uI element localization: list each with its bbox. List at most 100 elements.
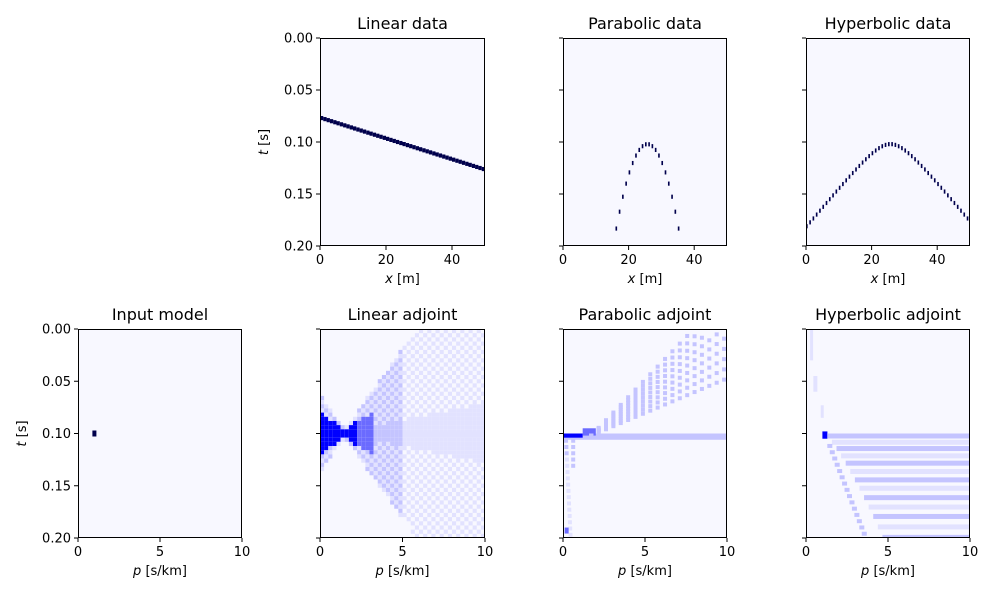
adjoint-cell: [435, 454, 440, 459]
adjoint-cell: [431, 483, 436, 488]
adjoint-cell: [386, 437, 391, 442]
adjoint-cell: [427, 420, 432, 426]
subplot-title: Linear adjoint: [348, 305, 458, 324]
adjoint-cell: [377, 387, 382, 392]
adjoint-cell: [677, 362, 682, 367]
data-sample: [661, 160, 664, 166]
x-axis-label: x [m]: [384, 272, 420, 287]
adjoint-cell: [398, 383, 403, 388]
adjoint-cell: [344, 429, 349, 434]
axes-frame: [320, 329, 485, 538]
adjoint-cell: [398, 425, 403, 430]
adjoint-cell: [423, 391, 428, 396]
adjoint-cell: [386, 425, 391, 430]
adjoint-cell: [406, 466, 411, 472]
adjoint-cell: [447, 525, 452, 530]
adjoint-cell: [381, 374, 386, 380]
adjoint-cell: [626, 406, 631, 411]
adjoint-cell: [406, 400, 411, 405]
adjoint-cell: [456, 425, 461, 430]
adjoint-cell: [464, 349, 469, 355]
adjoint-band: [563, 433, 727, 440]
adjoint-cell: [328, 416, 333, 421]
adjoint-cell: [373, 450, 378, 455]
adjoint-cell: [410, 454, 415, 459]
adjoint-cell: [472, 466, 477, 472]
x-axis-label: p [s/km]: [617, 564, 672, 579]
data-sample: [914, 157, 916, 162]
data-sample: [940, 185, 943, 190]
adjoint-cell: [373, 425, 378, 430]
adjoint-cell: [468, 487, 473, 493]
adjoint-cell: [447, 458, 452, 463]
adjoint-cell: [435, 362, 440, 367]
adjoint-cell: [381, 462, 386, 467]
adjoint-cell: [348, 437, 353, 442]
adjoint-cell: [423, 408, 428, 413]
adjoint-cell: [419, 404, 424, 409]
adjoint-cell: [402, 504, 407, 509]
adjoint-cell: [419, 437, 424, 442]
adjoint-cell: [460, 529, 465, 534]
adjoint-cell: [476, 504, 481, 509]
adjoint-cell: [414, 517, 419, 522]
adjoint-cell: [398, 512, 403, 518]
adjoint-cell: [427, 504, 432, 509]
adjoint-cell: [394, 462, 399, 467]
x-axis-unit: [s/km]: [626, 564, 672, 579]
adjoint-cell: [320, 400, 325, 405]
data-sample: [458, 159, 462, 164]
adjoint-cell: [447, 420, 452, 426]
adjoint-cell: [452, 462, 457, 467]
adjoint-cell: [365, 395, 370, 401]
adjoint-cell: [827, 443, 833, 448]
adjoint-cell: [655, 400, 660, 405]
adjoint-cell: [571, 451, 576, 456]
adjoint-cell: [398, 462, 403, 467]
adjoint-cell: [390, 496, 395, 501]
adjoint-cell: [663, 362, 668, 367]
x-tick-label: 5: [398, 545, 406, 560]
data-sample: [485, 168, 488, 172]
adjoint-cell: [414, 483, 419, 488]
axes-frame: [563, 38, 727, 246]
adjoint-cell: [390, 362, 395, 367]
adjoint-cell: [648, 372, 653, 377]
adjoint-cell: [714, 351, 719, 356]
adjoint-cell: [464, 333, 469, 338]
adjoint-cell: [564, 438, 569, 443]
adjoint-cell: [394, 454, 399, 459]
adjoint-cell: [423, 349, 428, 355]
adjoint-cell: [714, 371, 719, 376]
adjoint-cell: [377, 437, 382, 442]
adjoint-cell: [435, 437, 440, 442]
adjoint-cell: [431, 341, 436, 346]
adjoint-cell: [435, 404, 440, 409]
adjoint-cell: [386, 466, 391, 472]
adjoint-cell: [398, 483, 403, 488]
adjoint-cell: [369, 412, 374, 417]
adjoint-cell: [464, 475, 469, 480]
adjoint-cell: [472, 508, 477, 513]
adjoint-cell: [443, 471, 448, 476]
adjoint-cell: [357, 454, 362, 459]
adjoint-cell: [439, 366, 444, 371]
adjoint-cell: [476, 450, 481, 455]
adjoint-cell: [618, 409, 623, 414]
data-sample: [645, 142, 647, 147]
adjoint-cell: [435, 416, 440, 421]
adjoint-cell: [398, 504, 403, 509]
data-sample: [339, 122, 344, 127]
data-sample: [901, 146, 903, 151]
adjoint-cell: [410, 387, 415, 392]
adjoint-cell: [431, 533, 436, 538]
data-sample: [832, 193, 834, 198]
y-axis-symbol: t: [15, 441, 30, 447]
adjoint-cell: [456, 517, 461, 522]
adjoint-cell: [476, 458, 481, 463]
adjoint-cell: [472, 492, 477, 497]
adjoint-cell: [394, 504, 399, 509]
data-sample: [432, 151, 436, 156]
adjoint-cell: [386, 446, 391, 451]
adjoint-cell: [394, 487, 399, 493]
